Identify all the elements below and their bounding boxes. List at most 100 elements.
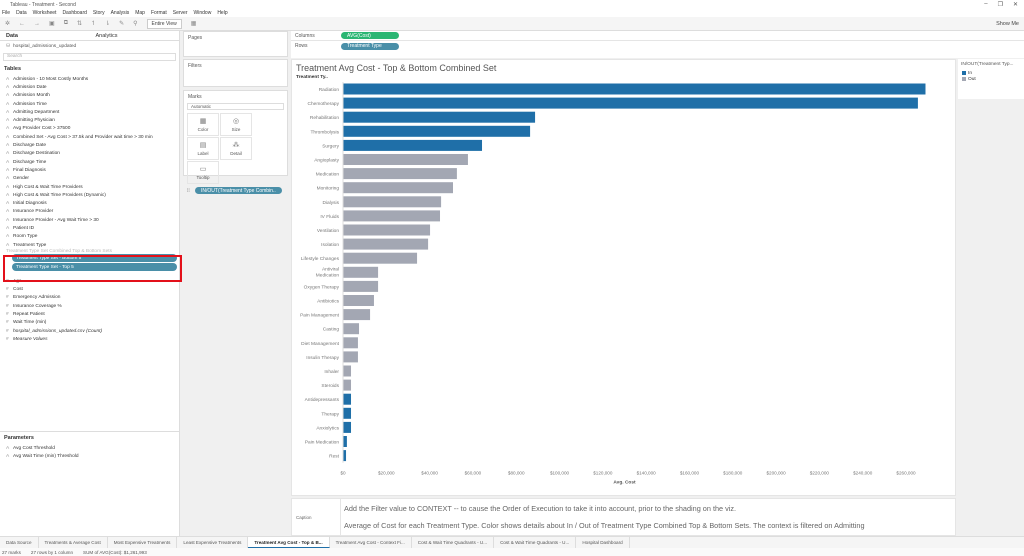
bar[interactable] <box>343 196 442 208</box>
bar[interactable] <box>343 280 379 292</box>
menu-window[interactable]: Window <box>193 10 212 16</box>
bar[interactable] <box>343 450 347 462</box>
sort-desc-icon[interactable]: ⇂ <box>105 21 111 27</box>
legend-item[interactable]: In <box>958 70 1024 76</box>
pages-card[interactable]: Pages <box>183 31 288 57</box>
menu-worksheet[interactable]: Worksheet <box>32 10 57 16</box>
field-item[interactable]: # Insurance Coverage % <box>6 303 62 309</box>
bar[interactable] <box>343 337 358 349</box>
sheet-tab[interactable]: Least Expensive Treatments <box>177 537 249 548</box>
sheet-tab[interactable]: Cost & Wait Time Quadrants - U... <box>494 537 577 548</box>
field-item[interactable]: # Emergency Admission <box>6 295 61 301</box>
bar[interactable] <box>343 323 360 335</box>
tab-data[interactable]: Data <box>6 33 18 39</box>
field-item[interactable]: A Admitting Department <box>6 109 60 115</box>
bar[interactable] <box>343 295 374 306</box>
bar[interactable] <box>343 421 352 433</box>
field-item[interactable]: A Avg Cost Threshold <box>6 445 55 451</box>
marks-detail-button[interactable]: ⁂ Detail <box>220 137 252 160</box>
field-item[interactable]: A Insurance Provider <box>6 209 54 215</box>
menu-analysis[interactable]: Analysis <box>110 10 130 16</box>
field-item[interactable]: A Discharge Destination <box>6 151 60 157</box>
minimize-icon[interactable]: – <box>984 1 988 7</box>
field-item[interactable]: A Admission Month <box>6 93 50 99</box>
sort-asc-icon[interactable]: ↿ <box>91 21 97 27</box>
field-item[interactable]: A Treatment Type <box>6 242 47 248</box>
bar[interactable] <box>343 365 352 377</box>
field-item[interactable]: A Discharge Date <box>6 143 47 149</box>
menu-help[interactable]: Help <box>217 10 228 16</box>
menu-story[interactable]: Story <box>92 10 105 16</box>
x-axis-title[interactable]: Avg. Cost <box>613 480 636 486</box>
bar[interactable] <box>343 224 431 236</box>
menu-map[interactable]: Map <box>135 10 145 16</box>
field-item[interactable]: A Room Type <box>6 234 38 240</box>
chart-icon[interactable]: ▦ <box>190 21 197 27</box>
columns-pill[interactable]: AVG(Cost) <box>341 32 399 39</box>
close-icon[interactable]: ✕ <box>1012 2 1018 8</box>
bar[interactable] <box>343 393 352 405</box>
bar[interactable] <box>343 238 429 250</box>
bar[interactable] <box>343 266 379 278</box>
bar[interactable] <box>343 125 531 137</box>
undo-icon[interactable]: ← <box>19 20 26 27</box>
marks-label-button[interactable]: ▤ Label <box>187 137 219 160</box>
field-item[interactable]: A Admission Time <box>6 101 47 107</box>
maximize-icon[interactable]: ❐ <box>997 2 1003 8</box>
field-item[interactable]: A Gender <box>6 176 29 182</box>
field-item[interactable]: A Avg Wait Time (min) Threshold <box>6 453 79 459</box>
marks-tooltip-button[interactable]: ▭ Tooltip <box>187 161 219 184</box>
legend-item[interactable]: Out <box>958 76 1024 82</box>
fit-select[interactable]: Entire View <box>146 18 182 29</box>
menu-data[interactable]: Data <box>16 10 27 16</box>
bar[interactable] <box>343 436 347 447</box>
redo-icon[interactable]: → <box>34 20 41 27</box>
field-item[interactable]: A Insurance Provider - Avg Wait Time > 30 <box>6 217 99 223</box>
bar[interactable] <box>343 83 926 95</box>
field-item[interactable]: A Discharge Time <box>6 159 47 165</box>
pin-icon[interactable]: ⚲ <box>133 21 138 27</box>
rows-pill[interactable]: Treatment Type <box>341 42 399 50</box>
bar[interactable] <box>343 97 918 109</box>
save-icon[interactable]: ▣ <box>49 21 55 27</box>
bar[interactable] <box>343 168 457 180</box>
bar[interactable] <box>343 182 454 194</box>
bar[interactable] <box>343 210 441 222</box>
new-sheet-icon[interactable]: ⧉ <box>63 20 68 26</box>
y-axis-header[interactable]: Treatment Ty.. <box>296 75 328 80</box>
field-item[interactable]: # hospital_admissions_updated.csv (Count) <box>6 328 103 334</box>
selected-set-field[interactable]: Treatment Type Set - Bottom 5 <box>12 254 177 263</box>
menu-file[interactable]: File <box>2 10 11 16</box>
bar[interactable] <box>343 379 352 391</box>
field-item[interactable]: # Measure Values <box>6 336 48 342</box>
field-item[interactable]: A Admission Date <box>6 84 47 90</box>
filters-card[interactable]: Filters <box>183 59 288 87</box>
field-item[interactable]: A Patient ID <box>6 225 35 231</box>
field-item[interactable]: A Admission - 10 Most Costly Months <box>6 76 89 82</box>
menu-server[interactable]: Server <box>172 10 188 16</box>
bar[interactable] <box>343 407 352 419</box>
marks-color-button[interactable]: ▦ Color <box>187 113 219 136</box>
bar[interactable] <box>343 154 468 165</box>
sheet-tab[interactable]: Most Expensive Treatments <box>108 537 178 548</box>
search-input[interactable]: Search <box>3 53 176 61</box>
datasource[interactable]: ⛁ hospital_admissions_updated <box>6 43 77 49</box>
tableau-icon[interactable]: ✲ <box>5 21 11 27</box>
highlight-icon[interactable]: ✎ <box>119 21 125 27</box>
menu-dashboard[interactable]: Dashboard <box>62 10 87 16</box>
field-item[interactable]: A Admitting Physician <box>6 118 55 124</box>
field-item[interactable]: # Repeat Patient <box>6 312 45 318</box>
swap-icon[interactable]: ⇅ <box>77 21 83 27</box>
field-item[interactable]: A Combined Set - Avg Cost > 37.5k and Pro… <box>6 134 153 140</box>
field-item[interactable]: A High Cost & Wait Time Providers (Dynami… <box>6 192 106 198</box>
field-item[interactable]: # Wait Time (min) <box>6 320 47 326</box>
sheet-tab[interactable]: Cost & Wait Time Quadrants - U... <box>412 537 495 548</box>
field-item[interactable]: A High Cost & Wait Time Providers <box>6 184 83 190</box>
bar[interactable] <box>343 111 536 123</box>
field-item[interactable]: A Initial Diagnosis <box>6 201 47 207</box>
sheet-tab[interactable]: Treatment Avg Cost - Context Fi... <box>330 537 412 548</box>
sheet-tab[interactable]: Treatments & Average Cost <box>39 537 108 548</box>
field-item[interactable]: A Avg Provider Cost > 37500 <box>6 126 71 132</box>
bar[interactable] <box>343 252 418 264</box>
menu-format[interactable]: Format <box>150 10 167 16</box>
